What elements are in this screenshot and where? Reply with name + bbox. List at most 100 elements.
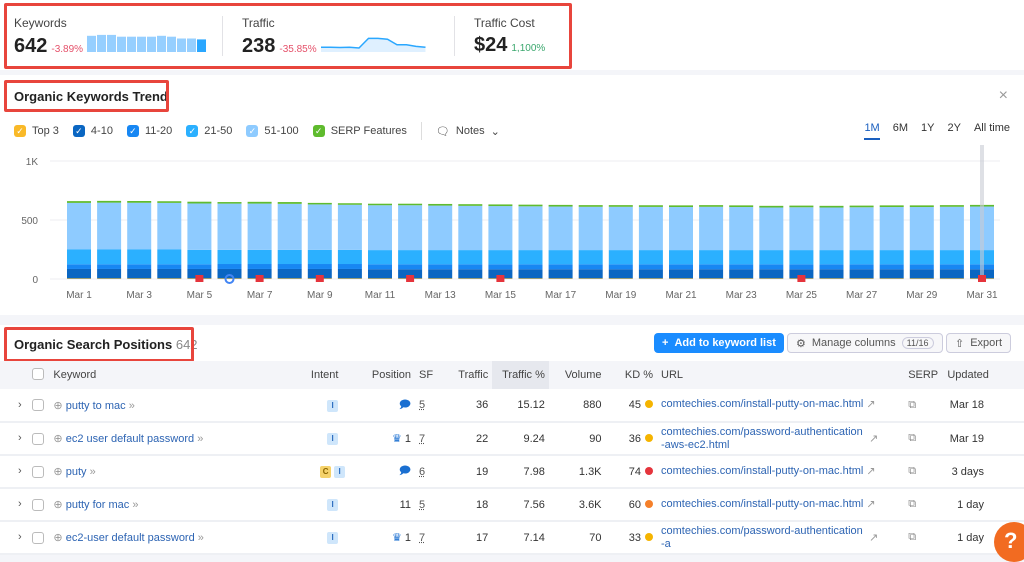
keyword-link[interactable]: puty [66,466,87,478]
row-checkbox[interactable] [32,532,44,544]
bar-51-100[interactable] [669,207,693,250]
bar-top-3[interactable] [609,278,633,279]
range-1m[interactable]: 1M [864,122,879,140]
bar-51-100[interactable] [398,205,422,250]
url-link[interactable]: comtechies.com/install-putty-on-mac.html [661,465,863,478]
bar-21-50[interactable] [187,250,211,264]
flag-icon[interactable] [256,275,264,282]
bar-51-100[interactable] [639,207,663,250]
bar-21-50[interactable] [67,250,91,265]
bar-4-10[interactable] [127,269,151,278]
url-link[interactable]: comtechies.com/install-putty-on-mac.html [661,498,863,511]
bar-serp-features[interactable] [67,201,91,203]
bar-serp-features[interactable] [338,203,362,205]
bar-11-20[interactable] [880,264,904,269]
bar-top-3[interactable] [669,278,693,279]
flag-icon[interactable] [316,275,324,282]
bar-11-20[interactable] [67,264,91,269]
range-all-time[interactable]: All time [974,122,1010,140]
bar-51-100[interactable] [187,203,211,249]
expand-chevron-icon[interactable]: › [18,399,22,411]
bar-51-100[interactable] [519,206,543,250]
bar-4-10[interactable] [940,269,964,278]
bar-4-10[interactable] [609,269,633,278]
bar-21-50[interactable] [488,250,512,264]
bar-21-50[interactable] [248,250,272,264]
bar-21-50[interactable] [669,250,693,264]
bar-21-50[interactable] [759,250,783,264]
bar-11-20[interactable] [579,264,603,269]
bar-51-100[interactable] [218,204,242,250]
column-header-kd-[interactable]: KD % [606,361,657,389]
bar-top-3[interactable] [278,278,302,279]
column-header-serp[interactable]: SERP [904,361,943,389]
keyword-link[interactable]: ec2 user default password [66,433,194,445]
bar-21-50[interactable] [910,250,934,264]
flag-icon[interactable] [195,275,203,282]
bar-51-100[interactable] [820,207,844,250]
bar-21-50[interactable] [368,250,392,264]
serp-snapshot-icon[interactable]: ⧉ [908,498,916,510]
bar-serp-features[interactable] [729,205,753,207]
bar-51-100[interactable] [458,206,482,250]
expand-chevron-icon[interactable]: › [18,498,22,510]
column-header-sf[interactable]: SF [415,361,446,389]
bar-11-20[interactable] [398,264,422,269]
expand-chevron-icon[interactable]: › [18,465,22,477]
bar-11-20[interactable] [97,264,121,269]
bar-top-3[interactable] [157,278,181,279]
bar-4-10[interactable] [549,269,573,278]
double-chevron-icon[interactable]: » [129,400,135,412]
bar-21-50[interactable] [940,250,964,264]
bar-4-10[interactable] [669,269,693,278]
sf-count[interactable]: 5 [419,499,425,511]
bar-serp-features[interactable] [639,205,663,207]
bar-serp-features[interactable] [458,204,482,206]
bar-51-100[interactable] [67,203,91,250]
column-header-position[interactable]: Position [358,361,415,389]
external-link-icon[interactable]: ↗ [869,432,878,444]
traffic-metric[interactable]: Traffic 238 -35.85% [242,16,427,58]
url-link[interactable]: comtechies.com/password-authentication-a… [661,426,866,452]
bar-11-20[interactable] [157,264,181,269]
bar-51-100[interactable] [759,207,783,250]
bar-top-3[interactable] [820,278,844,279]
manage-columns-button[interactable]: ⚙ Manage columns 11/16 [787,333,943,353]
bar-21-50[interactable] [157,250,181,265]
add-keyword-icon[interactable]: ⊕ [53,433,62,445]
bar-51-100[interactable] [278,204,302,250]
bar-top-3[interactable] [458,278,482,279]
bar-51-100[interactable] [157,203,181,250]
bar-serp-features[interactable] [549,205,573,207]
bar-11-20[interactable] [669,264,693,269]
table-row[interactable]: › ⊕ putty to mac » I 🗩 5 36 15.12 880 45 comtechi… [0,389,1024,422]
add-keyword-icon[interactable]: ⊕ [53,466,62,478]
bar-top-3[interactable] [639,278,663,279]
double-chevron-icon[interactable]: » [197,433,203,445]
keyword-link[interactable]: putty for mac [66,499,130,511]
bar-11-20[interactable] [428,264,452,269]
legend-item-4-10[interactable]: ✓ 4-10 [73,125,113,137]
range-2y[interactable]: 2Y [947,122,960,140]
bar-top-3[interactable] [519,278,543,279]
bar-21-50[interactable] [458,250,482,264]
bar-51-100[interactable] [699,207,723,250]
sf-count[interactable]: 6 [419,466,425,478]
bar-11-20[interactable] [609,264,633,269]
double-chevron-icon[interactable]: » [90,466,96,478]
bar-11-20[interactable] [187,264,211,269]
bar-4-10[interactable] [759,269,783,278]
legend-item-51-100[interactable]: ✓ 51-100 [246,125,298,137]
bar-top-3[interactable] [67,278,91,279]
bar-serp-features[interactable] [669,205,693,207]
bar-51-100[interactable] [248,204,272,250]
add-keyword-icon[interactable]: ⊕ [53,400,62,412]
bar-4-10[interactable] [579,269,603,278]
bar-11-20[interactable] [549,264,573,269]
flag-icon[interactable] [406,275,414,282]
bar-51-100[interactable] [850,207,874,250]
bar-11-20[interactable] [639,264,663,269]
table-row[interactable]: › ⊕ putty for mac » I 11 5 18 7.56 3.6K 60 comtec… [0,488,1024,521]
serp-snapshot-icon[interactable]: ⧉ [908,432,916,444]
row-checkbox[interactable] [32,499,44,511]
